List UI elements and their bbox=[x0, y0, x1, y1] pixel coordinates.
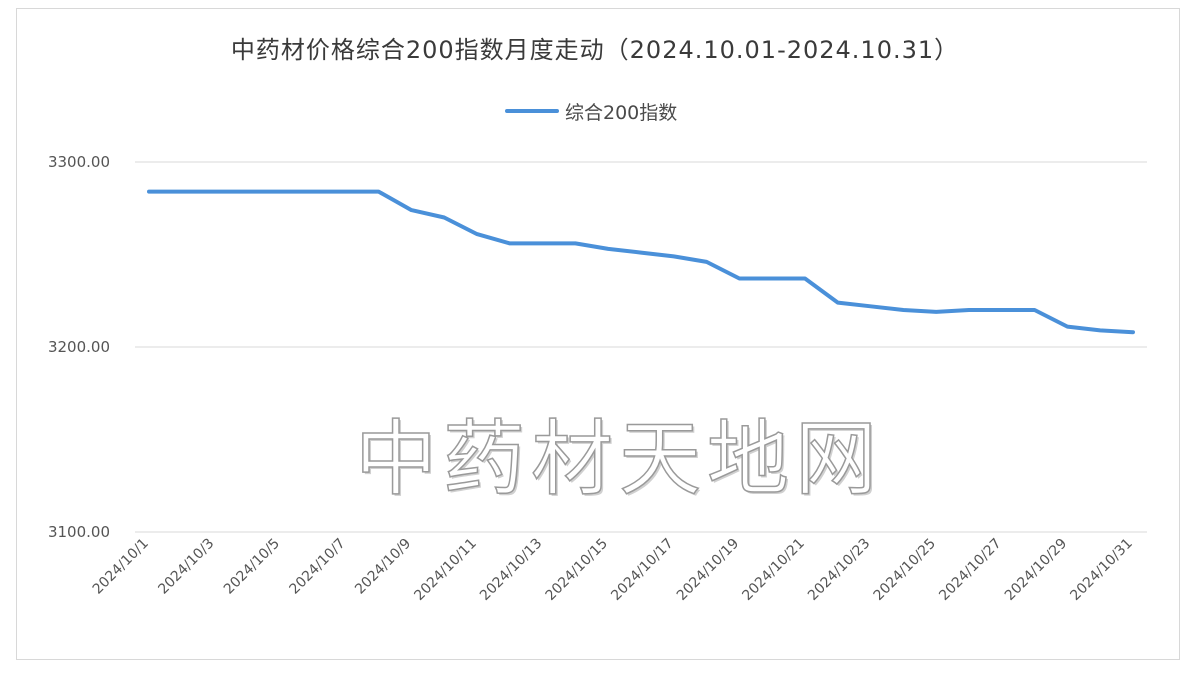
x-tick-label: 2024/10/21 bbox=[739, 536, 807, 604]
series-line bbox=[147, 189, 1135, 335]
x-tick-label: 2024/10/1 bbox=[90, 536, 152, 598]
x-tick-label: 2024/10/19 bbox=[674, 536, 742, 604]
x-tick-label: 2024/10/17 bbox=[608, 536, 676, 604]
x-tick-label: 2024/10/7 bbox=[287, 536, 349, 598]
x-tick-label: 2024/10/27 bbox=[936, 536, 1004, 604]
x-tick-label: 2024/10/11 bbox=[411, 536, 479, 604]
legend: 综合200指数 bbox=[505, 98, 677, 124]
y-tick-label: 3200.00 bbox=[48, 338, 110, 356]
x-tick-label: 2024/10/23 bbox=[805, 536, 873, 604]
x-tick-label: 2024/10/29 bbox=[1002, 536, 1070, 604]
watermark: 中药材天地网 bbox=[354, 411, 884, 508]
x-tick-label: 2024/10/13 bbox=[477, 536, 545, 604]
x-tick-label: 2024/10/31 bbox=[1067, 536, 1135, 604]
x-tick-label: 2024/10/9 bbox=[352, 536, 414, 598]
legend-label: 综合200指数 bbox=[565, 101, 678, 124]
chart-title: 中药材价格综合200指数月度走动（2024.10.01-2024.10.31） bbox=[230, 36, 960, 64]
y-tick-label: 3300.00 bbox=[48, 153, 110, 171]
x-tick-label: 2024/10/15 bbox=[543, 536, 611, 604]
x-tick-label: 2024/10/25 bbox=[871, 536, 939, 604]
x-tick-label: 2024/10/5 bbox=[221, 536, 283, 598]
y-tick-label: 3100.00 bbox=[48, 523, 110, 541]
legend-swatch bbox=[505, 109, 559, 113]
chart-frame bbox=[16, 8, 1180, 660]
x-tick-label: 2024/10/3 bbox=[155, 536, 217, 598]
